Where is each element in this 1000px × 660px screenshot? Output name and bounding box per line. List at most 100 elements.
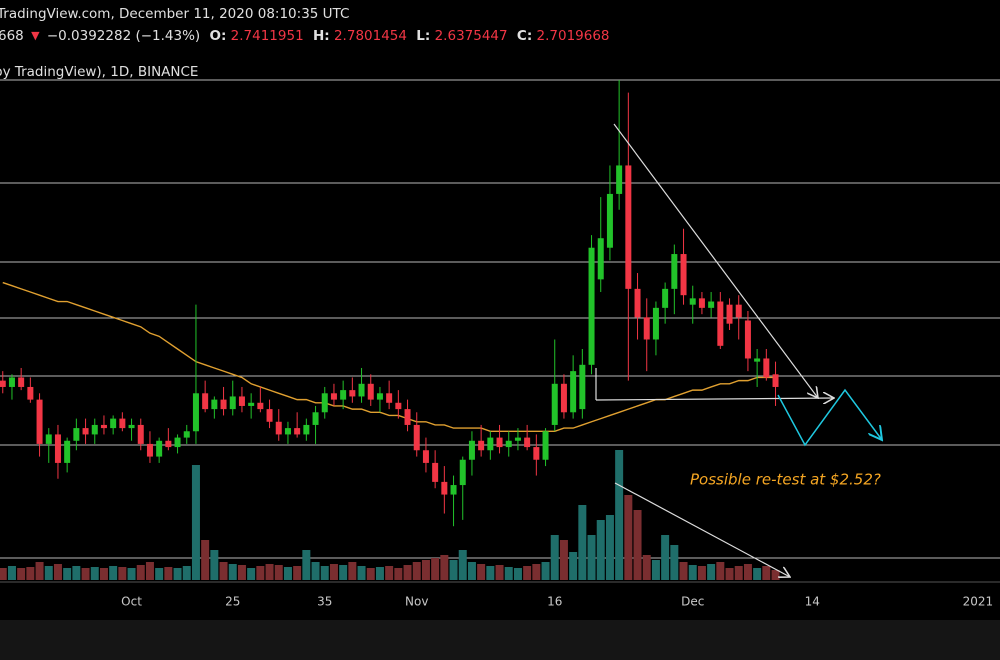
- volume-bar: [403, 565, 412, 580]
- candle-body: [321, 393, 328, 413]
- candle-body: [717, 301, 724, 346]
- volume-bar: [431, 558, 440, 580]
- annotation: Possible re-test at $2.52?: [690, 471, 881, 489]
- candle-body: [597, 238, 604, 280]
- volume-bar: [17, 568, 26, 580]
- candle-body: [533, 447, 540, 460]
- volume-bar: [90, 567, 99, 580]
- volume-bar: [311, 562, 320, 580]
- volume-bar: [0, 568, 7, 580]
- volume-bar: [743, 564, 752, 580]
- x-tick-label: Nov: [405, 595, 428, 609]
- volume-bar: [661, 535, 670, 580]
- candle-body: [174, 437, 181, 448]
- volume-bar: [725, 568, 734, 580]
- candle-body: [662, 288, 669, 308]
- volume-bar: [688, 565, 697, 580]
- volume-bar: [228, 564, 237, 580]
- candle-body: [312, 412, 319, 425]
- volume-bar: [219, 562, 228, 580]
- volume-bar: [191, 465, 200, 580]
- x-tick-label: 2021: [963, 595, 994, 609]
- volume-bar: [532, 564, 541, 580]
- volume-bar: [182, 566, 191, 580]
- x-tick-label: Oct: [121, 595, 142, 609]
- candle-body: [606, 193, 613, 248]
- candle-body: [192, 393, 199, 432]
- candle-body: [183, 431, 190, 438]
- volume-bar: [81, 568, 90, 580]
- volume-bar: [320, 566, 329, 580]
- candle-body: [27, 386, 34, 400]
- candle-body: [542, 431, 549, 460]
- volume-bar: [256, 566, 265, 580]
- candle-body: [772, 374, 779, 387]
- volume-bar: [642, 555, 651, 580]
- volume-bar: [201, 540, 210, 580]
- volume-bar: [145, 562, 154, 580]
- candle-body: [266, 409, 273, 422]
- candle-body: [73, 428, 80, 441]
- volume-bar: [237, 565, 246, 580]
- change: −0.0392282 (−1.43%): [47, 28, 200, 44]
- volume-bar: [734, 566, 743, 580]
- volume-bar: [504, 567, 513, 580]
- volume-bar: [274, 565, 283, 580]
- candle-body: [367, 383, 374, 400]
- volume-bar: [541, 562, 550, 580]
- candle-body: [91, 424, 98, 435]
- candle-body: [468, 440, 475, 460]
- candle-body: [220, 399, 227, 410]
- volume-bar: [164, 567, 173, 580]
- volume-bar: [210, 550, 219, 580]
- volume-bar: [753, 568, 762, 580]
- volume-bar: [651, 560, 660, 580]
- volume-bar: [587, 535, 596, 580]
- c-value: 2.7019668: [537, 28, 610, 44]
- l-label: L:: [416, 28, 430, 44]
- o-value: 2.7411951: [231, 28, 304, 44]
- candle-body: [8, 377, 15, 387]
- candle-body: [137, 424, 144, 444]
- candle-body: [680, 254, 687, 296]
- volume-bar: [99, 568, 108, 580]
- candle-body: [110, 418, 117, 429]
- volume-bar: [569, 552, 578, 580]
- volume-bar: [550, 535, 559, 580]
- volume-bar: [109, 566, 118, 580]
- ohlc-legend: 668 ▼ −0.0392282 (−1.43%) O: 2.7411951 H…: [0, 28, 610, 44]
- projection-path: [777, 388, 882, 447]
- volume-bar: [329, 564, 338, 580]
- x-tick-label: 14: [805, 595, 820, 609]
- l-value: 2.6375447: [435, 28, 508, 44]
- volume-bar: [624, 495, 633, 580]
- volume-bar: [53, 564, 62, 580]
- candle-body: [441, 481, 448, 495]
- volume-bar: [302, 550, 311, 580]
- candle-body: [413, 424, 420, 451]
- volume-bar: [35, 562, 44, 580]
- volume-trend-line: [614, 482, 790, 577]
- last-price: 668: [0, 28, 24, 44]
- footer: [0, 620, 1000, 660]
- candle-body: [156, 440, 163, 457]
- volume-bar: [394, 568, 403, 580]
- volume-bar: [605, 515, 614, 580]
- candle-body: [708, 301, 715, 308]
- volume-bar: [265, 564, 274, 580]
- candle-body: [165, 440, 172, 448]
- volume-bar: [385, 566, 394, 580]
- range-arrow: [595, 398, 834, 400]
- volume-bar: [697, 566, 706, 580]
- candle-body: [588, 247, 595, 365]
- candle-body: [579, 364, 586, 410]
- trend-line: [613, 123, 818, 398]
- candle-body: [119, 418, 126, 429]
- candle-body: [64, 440, 71, 463]
- x-tick-label: 35: [317, 595, 332, 609]
- candle-body: [376, 393, 383, 400]
- candle-body: [450, 485, 457, 495]
- volume-bar: [155, 568, 164, 580]
- volume-bar: [523, 566, 532, 580]
